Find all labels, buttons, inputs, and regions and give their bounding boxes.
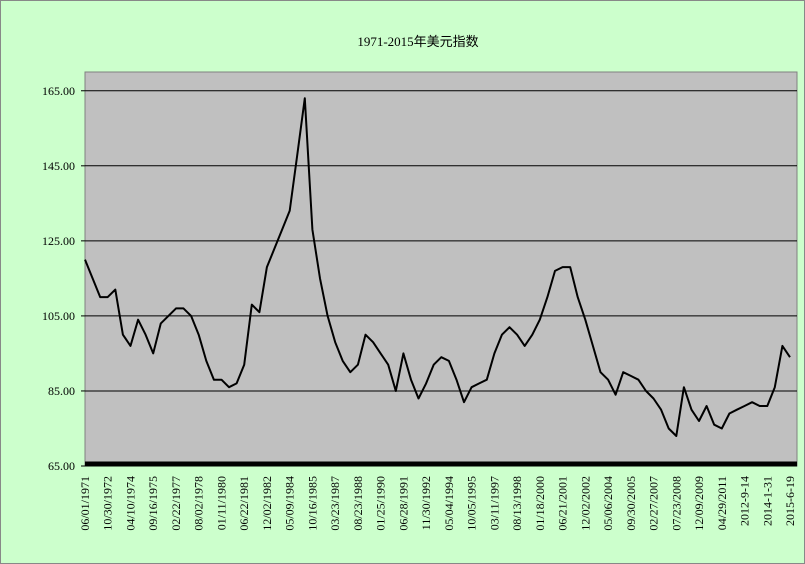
x-tick-label: 12/02/1982 bbox=[260, 476, 274, 531]
x-tick-label: 10/16/1985 bbox=[305, 476, 319, 531]
x-tick-label: 07/23/2008 bbox=[669, 476, 683, 531]
x-tick-label: 2012-9-14 bbox=[738, 476, 752, 526]
y-tick-label: 65.00 bbox=[48, 459, 75, 473]
x-tick-label: 01/18/2000 bbox=[533, 476, 547, 531]
y-tick-label: 125.00 bbox=[42, 234, 75, 248]
x-tick-label: 12/09/2009 bbox=[692, 476, 706, 531]
x-tick-label: 06/28/1991 bbox=[396, 476, 410, 531]
y-tick-label: 165.00 bbox=[42, 84, 75, 98]
x-tick-label: 04/29/2011 bbox=[715, 476, 729, 530]
y-tick-label: 105.00 bbox=[42, 309, 75, 323]
x-tick-label: 2015-6-19 bbox=[783, 476, 797, 526]
x-tick-label: 03/23/1987 bbox=[328, 476, 342, 531]
x-tick-label: 05/06/2004 bbox=[601, 476, 615, 531]
x-tick-label: 10/05/1995 bbox=[465, 476, 479, 531]
x-tick-label: 06/22/1981 bbox=[237, 476, 251, 531]
x-tick-label: 08/23/1988 bbox=[351, 476, 365, 531]
line bbox=[84, 97, 791, 437]
x-tick-label: 06/21/2001 bbox=[556, 476, 570, 531]
x-tick-label: 06/01/1971 bbox=[78, 476, 92, 531]
x-tick-label: 08/02/1978 bbox=[192, 476, 206, 531]
x-tick-label: 2014-1-31 bbox=[760, 476, 774, 526]
x-tick-label: 04/10/1974 bbox=[123, 476, 137, 531]
x-tick-label: 09/16/1975 bbox=[146, 476, 160, 531]
x-tick-label: 05/04/1994 bbox=[442, 476, 456, 531]
x-tick-label: 09/30/2005 bbox=[624, 476, 638, 531]
y-tick-label: 85.00 bbox=[48, 384, 75, 398]
x-tick-label: 02/22/1977 bbox=[169, 476, 183, 531]
x-tick-label: 05/09/1984 bbox=[283, 476, 297, 531]
y-tick-label: 145.00 bbox=[42, 159, 75, 173]
chart-title: 1971-2015年美元指数 bbox=[357, 34, 478, 49]
x-tick-label: 02/27/2007 bbox=[647, 476, 661, 531]
x-tick-label: 12/02/2002 bbox=[578, 476, 592, 531]
plot-area bbox=[84, 71, 798, 467]
x-tick-label: 03/11/1997 bbox=[487, 476, 501, 530]
x-tick-label: 11/30/1992 bbox=[419, 476, 433, 530]
x-tick-label: 01/11/1980 bbox=[214, 476, 228, 530]
x-tick-label: 08/13/1998 bbox=[510, 476, 524, 531]
x-tick-label: 01/25/1990 bbox=[374, 476, 388, 531]
x-tick-label: 10/30/1972 bbox=[101, 476, 115, 531]
